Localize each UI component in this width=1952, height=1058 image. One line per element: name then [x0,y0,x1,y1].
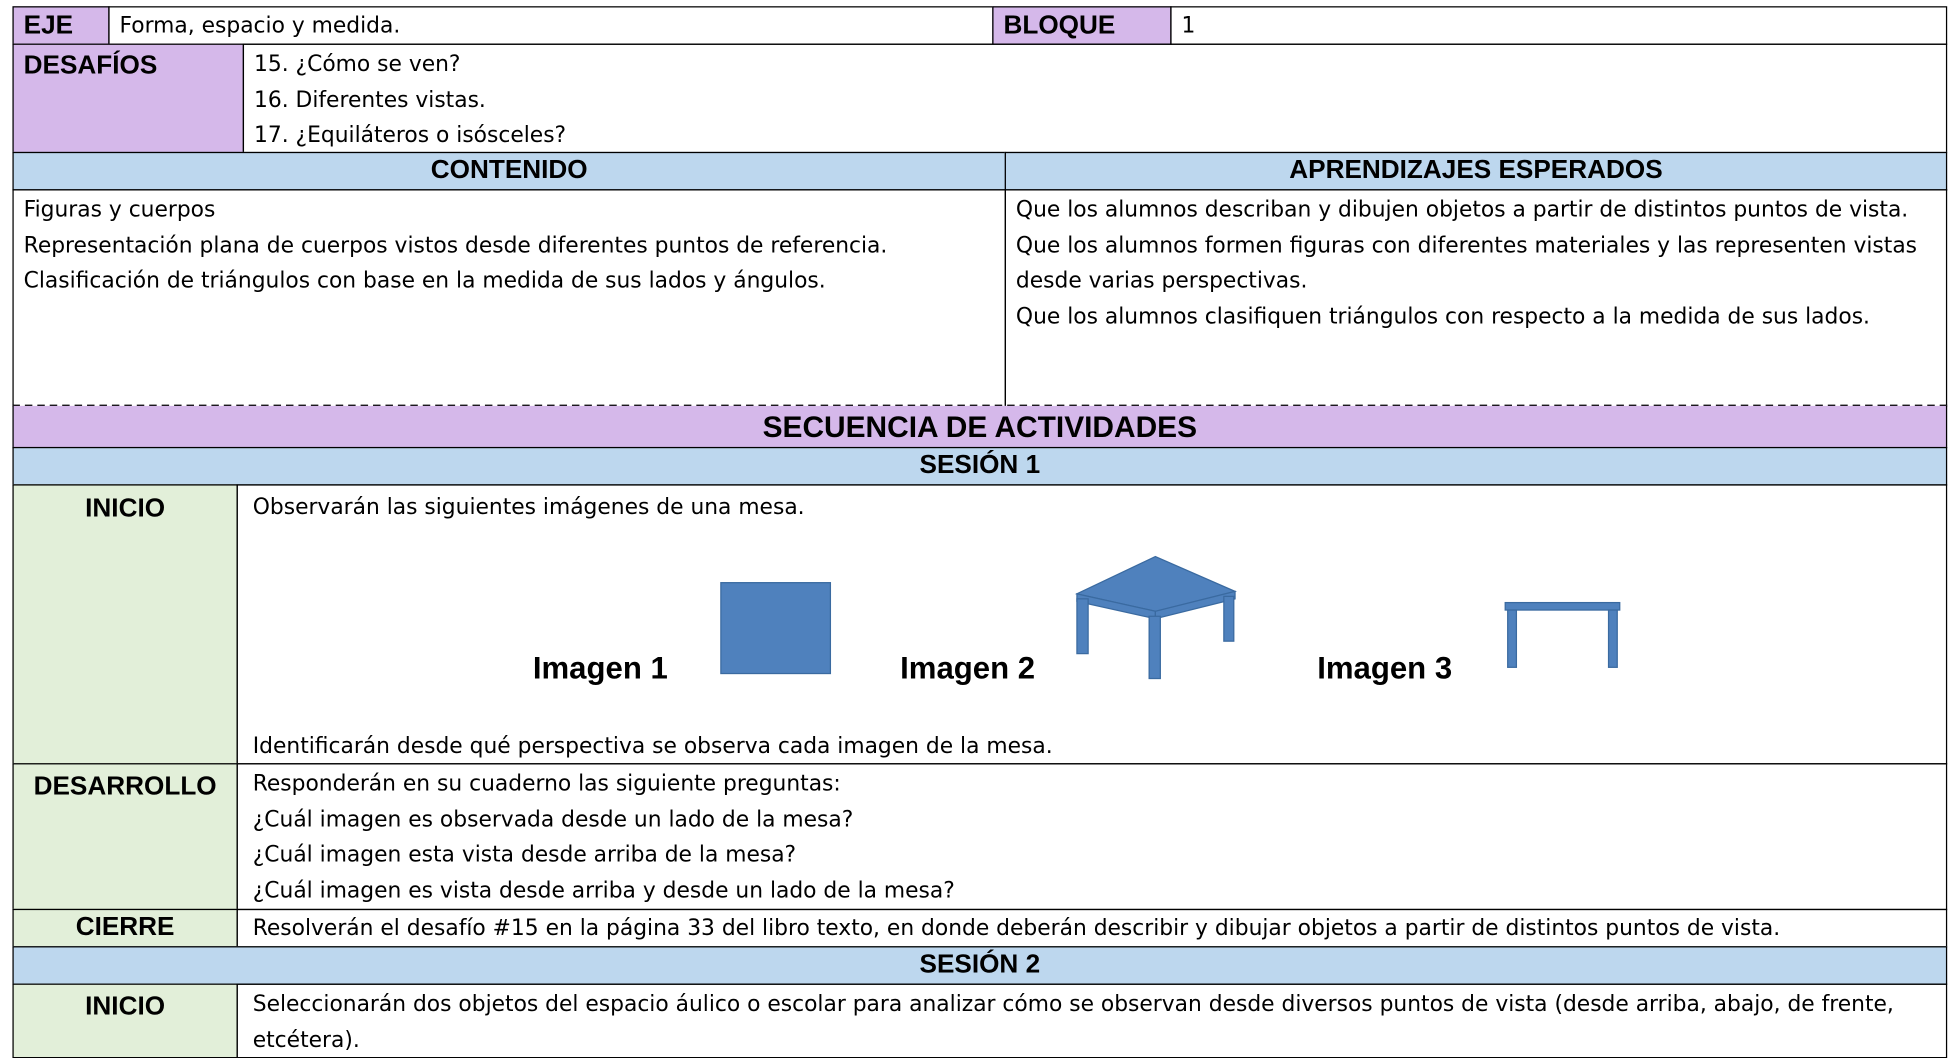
contenido-header: CONTENIDO [12,151,1006,191]
aprendizajes-header: APRENDIZAJES ESPERADOS [1004,151,1948,191]
eje-value: Forma, espacio y medida. [108,6,994,45]
aprendizaje-item: Que los alumnos describan y dibujen obje… [1015,197,1909,223]
stage-label: DESARROLLO [12,763,238,911]
stage-body: Observarán las siguientes imágenes de un… [236,484,1948,765]
stage-line: ¿Cuál imagen es vista desde arriba y des… [252,878,955,904]
desafios-label: DESAFÍOS [12,43,245,154]
eje-label: EJE [12,6,110,45]
contenido-body: Figuras y cuerpos Representación plana d… [12,189,1006,406]
desafio: 15. ¿Cómo se ven? [253,52,461,78]
stage-body: Seleccionarán dos objetos del espacio áu… [236,983,1948,1058]
aprendizajes-body: Que los alumnos describan y dibujen obje… [1004,189,1948,406]
contenido-item: Representación plana de cuerpos vistos d… [23,233,888,259]
desafios-list: 15. ¿Cómo se ven? 16. Diferentes vistas.… [242,43,1948,154]
bloque-label: BLOQUE [992,6,1172,45]
stage-body: Resolverán el desafío #15 en la página 3… [236,908,1948,948]
stage-line: Observarán las siguientes imágenes de un… [252,495,805,521]
table-images [720,555,1621,680]
stage-line: Resolverán el desafío #15 en la página 3… [252,916,1781,942]
stage-line: Identificarán desde qué perspectiva se o… [252,734,1053,760]
desafio: 17. ¿Equiláteros o isósceles? [253,123,567,149]
sesion-header: SESIÓN 1 [12,446,1948,486]
image-caption: Imagen 3 [1317,651,1453,686]
stage-label: INICIO [12,484,238,765]
stage-line: Responderán en su cuaderno las siguiente… [252,771,841,797]
desafio: 16. Diferentes vistas. [253,87,486,113]
stage-label: CIERRE [12,908,238,948]
bloque-value: 1 [1170,6,1948,45]
contenido-item: Clasificación de triángulos con base en … [23,268,826,294]
table-perspective [1075,555,1237,680]
image-caption: Imagen 2 [900,651,1036,686]
stage-body: Responderán en su cuaderno las siguiente… [236,763,1948,911]
stage-label: INICIO [12,983,238,1058]
table-side-view [1504,601,1621,668]
stage-line: ¿Cuál imagen es observada desde un lado … [252,807,854,833]
sesion-header: SESIÓN 2 [12,946,1948,985]
aprendizaje-item: Que los alumnos formen figuras con difer… [1015,233,1918,294]
contenido-item: Figuras y cuerpos [23,197,216,223]
secuencia-header: SECUENCIA DE ACTIVIDADES [12,405,1948,449]
aprendizaje-item: Que los alumnos clasifiquen triángulos c… [1015,304,1870,330]
table-top-view [720,582,832,675]
stage-line: ¿Cuál imagen esta vista desde arriba de … [252,842,797,868]
stage-line: Seleccionarán dos objetos del espacio áu… [252,992,1894,1053]
image-caption: Imagen 1 [532,651,668,686]
